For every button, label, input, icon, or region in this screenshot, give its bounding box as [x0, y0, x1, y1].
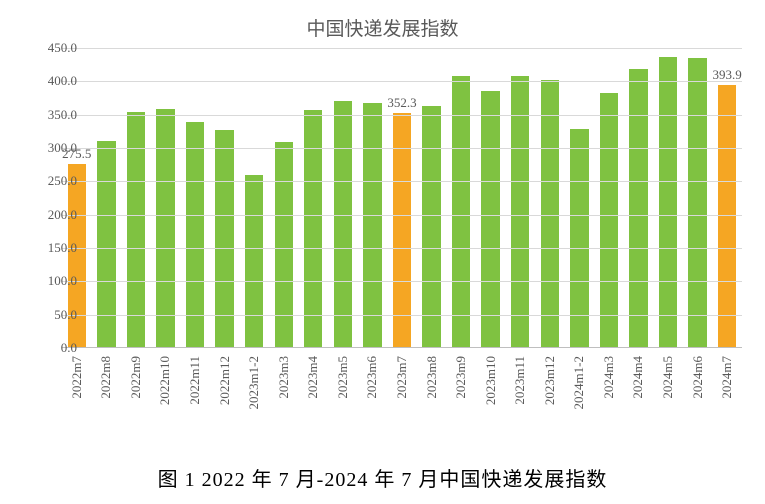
x-tick-label: 2022m7 [62, 352, 92, 452]
y-tick-label: 0.0 [27, 340, 77, 356]
y-tick-label: 350.0 [27, 107, 77, 123]
x-tick-label: 2023m11 [505, 352, 535, 452]
bar-slot [269, 48, 299, 347]
x-tick-label: 2024m4 [624, 352, 654, 452]
bar [659, 57, 677, 347]
bar [452, 76, 470, 347]
chart-container: 中国快递发展指数 275.5352.3393.9 2022m72022m8202… [0, 0, 765, 460]
bar-slot [565, 48, 595, 347]
y-tick-label: 150.0 [27, 240, 77, 256]
y-tick-label: 400.0 [27, 73, 77, 89]
gridline [62, 81, 742, 82]
gridline [62, 148, 742, 149]
x-tick-label: 2022m9 [121, 352, 151, 452]
gridline [62, 315, 742, 316]
y-tick-label: 450.0 [27, 40, 77, 56]
bar [422, 106, 440, 347]
bar-slot: 352.3 [387, 48, 417, 347]
bar-slot [417, 48, 447, 347]
bar [629, 69, 647, 347]
bar [600, 93, 618, 347]
gridline [62, 215, 742, 216]
bar-slot [446, 48, 476, 347]
x-tick-label: 2023m8 [417, 352, 447, 452]
x-tick-label: 2023m6 [358, 352, 388, 452]
x-tick-label: 2023m10 [476, 352, 506, 452]
bar-slot [476, 48, 506, 347]
bar-slot [210, 48, 240, 347]
data-label: 352.3 [387, 95, 416, 111]
bar-slot [239, 48, 269, 347]
gridline [62, 181, 742, 182]
bar-slot: 393.9 [712, 48, 742, 347]
bars-wrap: 275.5 352.3 393.9 [62, 48, 742, 347]
x-tick-label: 2023m9 [446, 352, 476, 452]
x-tick-label: 2023m7 [387, 352, 417, 452]
bar [688, 58, 706, 347]
chart-title: 中国快递发展指数 [0, 14, 765, 41]
x-tick-label: 2024m5 [653, 352, 683, 452]
bar-slot: 275.5 [62, 48, 92, 347]
y-tick-label: 300.0 [27, 140, 77, 156]
bar-slot [121, 48, 151, 347]
bar [481, 91, 499, 347]
x-axis-labels: 2022m72022m82022m92022m102022m112022m122… [62, 352, 742, 452]
bar [156, 109, 174, 347]
gridline [62, 48, 742, 49]
x-tick-label: 2024m7 [712, 352, 742, 452]
x-tick-label: 2022m10 [151, 352, 181, 452]
bar [275, 142, 293, 347]
y-tick-label: 100.0 [27, 273, 77, 289]
y-tick-label: 200.0 [27, 207, 77, 223]
bar [304, 110, 322, 347]
x-tick-label: 2023m4 [299, 352, 329, 452]
figure-caption: 图 1 2022 年 7 月-2024 年 7 月中国快递发展指数 [0, 463, 765, 492]
bar-slot [624, 48, 654, 347]
x-tick-label: 2022m12 [210, 352, 240, 452]
bar [245, 175, 263, 347]
plot-area: 275.5 352.3 393.9 [62, 48, 742, 348]
gridline [62, 248, 742, 249]
bar-slot [535, 48, 565, 347]
bar-slot [653, 48, 683, 347]
bar [541, 80, 559, 347]
x-tick-label: 2022m8 [92, 352, 122, 452]
bar-slot [180, 48, 210, 347]
y-tick-label: 50.0 [27, 307, 77, 323]
bar-slot [151, 48, 181, 347]
bar-slot [683, 48, 713, 347]
bar-slot [299, 48, 329, 347]
gridline [62, 281, 742, 282]
bar [718, 85, 736, 347]
bar-slot [505, 48, 535, 347]
bar [186, 122, 204, 347]
x-tick-label: 2023m5 [328, 352, 358, 452]
x-tick-label: 2024m1-2 [565, 352, 595, 452]
bar [511, 76, 529, 347]
bar [363, 103, 381, 347]
gridline [62, 115, 742, 116]
y-tick-label: 250.0 [27, 173, 77, 189]
bar-slot [92, 48, 122, 347]
x-tick-label: 2024m6 [683, 352, 713, 452]
bar-slot [594, 48, 624, 347]
bar [97, 141, 115, 347]
x-tick-label: 2023m12 [535, 352, 565, 452]
bar-slot [328, 48, 358, 347]
bar-slot [358, 48, 388, 347]
x-tick-label: 2022m11 [180, 352, 210, 452]
x-tick-label: 2024m3 [594, 352, 624, 452]
x-tick-label: 2023m3 [269, 352, 299, 452]
bar [334, 101, 352, 347]
x-tick-label: 2023m1-2 [239, 352, 269, 452]
